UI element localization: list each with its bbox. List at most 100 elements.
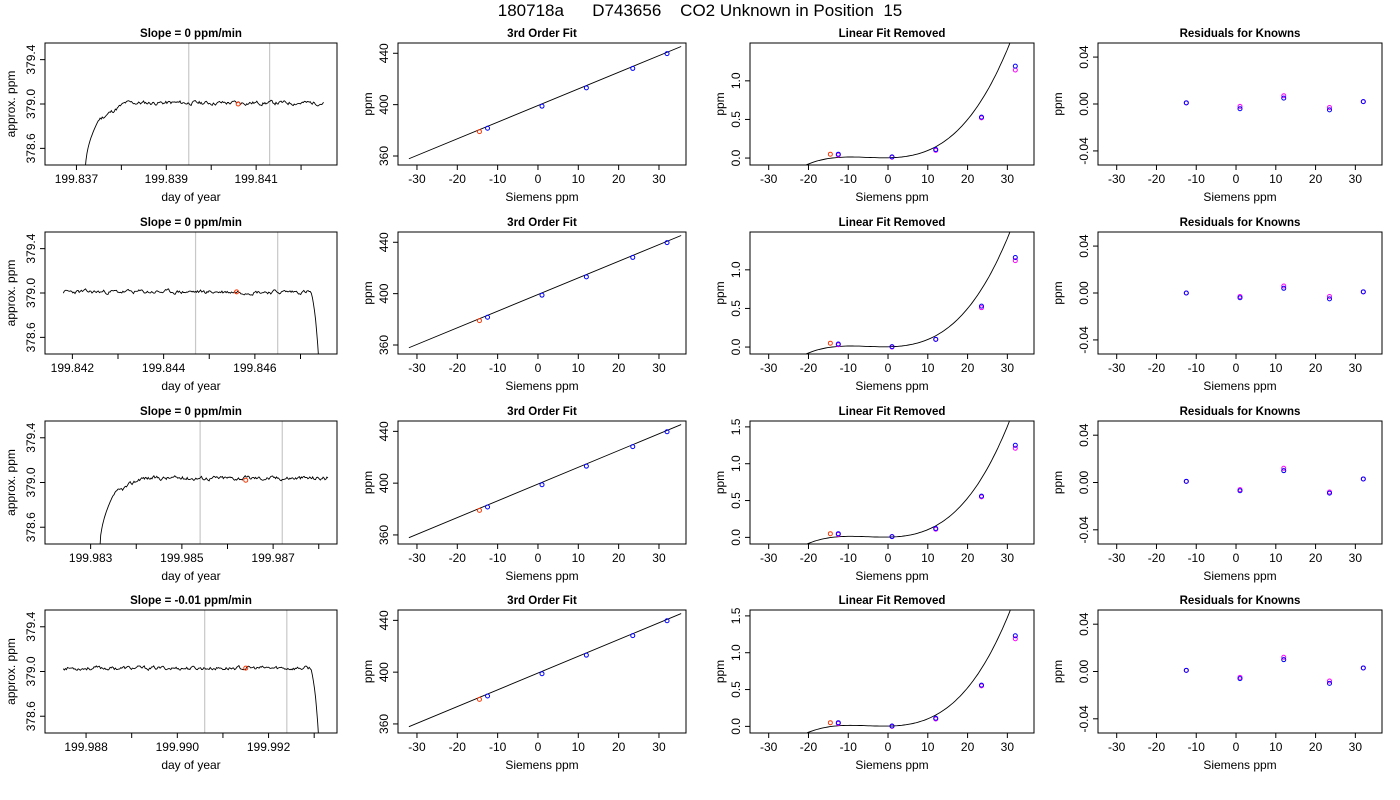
- y-tick-label: 379.4: [24, 611, 38, 641]
- known-point: [835, 341, 841, 347]
- residual-point: [1326, 680, 1332, 686]
- x-tick-label: 30: [1349, 551, 1363, 565]
- concentration-trace: [85, 99, 324, 165]
- panel-resid-row2: Residuals for Knowns Siemens ppm ppm -30 -20…: [1051, 217, 1383, 393]
- plot-frame: [1097, 42, 1383, 166]
- x-tick-label: -10: [1188, 172, 1206, 186]
- x-tick-label: 30: [1001, 172, 1015, 186]
- panel-resid-row1: Residuals for Knowns Siemens ppm ppm -30 -20…: [1051, 28, 1383, 204]
- panel-title: 3rd Order Fit: [507, 595, 577, 607]
- residual-point: [1360, 99, 1366, 105]
- x-tick-label: -10: [1188, 740, 1206, 754]
- known-point: [889, 154, 895, 160]
- y-tick-label: 1.0: [729, 261, 743, 278]
- unknown-point: [827, 531, 833, 537]
- panel-title: Linear Fit Removed: [839, 406, 946, 418]
- y-tick-label: 0.5: [729, 681, 743, 698]
- y-tick-label: 0.0: [729, 338, 743, 355]
- known-point: [1012, 258, 1018, 264]
- y-tick-label: 379.0: [24, 467, 38, 497]
- x-tick-label: 199.983: [69, 551, 113, 565]
- x-axis-label: Siemens ppm: [855, 569, 928, 583]
- y-tick-label: 1.5: [729, 607, 743, 624]
- y-tick-label: 379.0: [24, 278, 38, 308]
- known-point: [933, 336, 939, 342]
- y-tick-label: 0.0: [729, 529, 743, 546]
- x-tick-label: -30: [760, 551, 778, 565]
- x-tick-label: -30: [408, 361, 426, 375]
- panel-title: Linear Fit Removed: [839, 217, 946, 229]
- plot-area: [62, 232, 319, 354]
- x-axis-label: day of year: [161, 758, 220, 772]
- x-tick-label: 20: [961, 740, 975, 754]
- y-tick-label: -0.04: [1077, 516, 1091, 544]
- y-tick-label: 360: [377, 146, 391, 166]
- x-tick-label: 20: [1309, 740, 1323, 754]
- y-tick-label: 0.0: [729, 149, 743, 166]
- known-point: [889, 723, 895, 729]
- panel-linremoved-row4: Linear Fit Removed Siemens ppm ppm -30 -20 -1…: [713, 595, 1035, 772]
- y-axis-label: approx. ppm: [4, 260, 18, 327]
- x-tick-label: 199.988: [64, 740, 108, 754]
- panel-linremoved-row2: Linear Fit Removed Siemens ppm ppm -30 -20 -1…: [713, 217, 1035, 393]
- x-tick-label: -10: [840, 551, 858, 565]
- residual-point: [1237, 106, 1243, 112]
- plot-frame: [397, 420, 687, 545]
- x-tick-label: -10: [489, 740, 507, 754]
- concentration-trace: [62, 288, 319, 354]
- residual-point: [1237, 676, 1243, 682]
- y-tick-label: 400: [377, 473, 391, 493]
- known-point: [1012, 445, 1018, 451]
- x-tick-label: -30: [408, 740, 426, 754]
- x-tick-label: 10: [1269, 740, 1283, 754]
- x-tick-label: -20: [1148, 740, 1166, 754]
- y-axis-label: ppm: [1051, 281, 1065, 304]
- y-tick-label: 1.5: [729, 418, 743, 435]
- residual-point: [1281, 285, 1287, 291]
- known-point: [889, 344, 895, 350]
- plot-frame: [1097, 609, 1383, 734]
- x-tick-label: 10: [572, 740, 586, 754]
- plot-frame: [44, 231, 338, 355]
- x-tick-label: 199.987: [251, 551, 295, 565]
- x-tick-label: -10: [1188, 551, 1206, 565]
- y-axis-label: ppm: [361, 471, 375, 494]
- known-point: [630, 633, 636, 639]
- panel-title: 3rd Order Fit: [507, 406, 577, 418]
- x-tick-label: 20: [612, 361, 626, 375]
- x-tick-label: -20: [449, 172, 467, 186]
- residual-point: [1183, 667, 1189, 673]
- x-tick-label: 199.985: [160, 551, 204, 565]
- y-axis-label: approx. ppm: [4, 449, 18, 516]
- plot-area: [1183, 465, 1366, 496]
- known-point: [1012, 63, 1018, 69]
- x-tick-label: 30: [652, 172, 666, 186]
- panel-linremoved-row3: Linear Fit Removed Siemens ppm ppm -30 -20 -1…: [713, 406, 1035, 583]
- y-axis-label: ppm: [361, 92, 375, 115]
- residual-point: [1281, 283, 1287, 289]
- x-tick-label: -30: [760, 361, 778, 375]
- known-point: [630, 444, 636, 450]
- y-tick-label: 0.00: [1077, 92, 1091, 116]
- x-tick-label: 10: [921, 172, 935, 186]
- x-tick-label: 30: [652, 551, 666, 565]
- plot-frame: [1097, 420, 1383, 545]
- x-tick-label: 20: [1309, 172, 1323, 186]
- x-tick-label: -20: [449, 551, 467, 565]
- unknown-mean-marker: [235, 101, 241, 107]
- x-tick-label: 0: [1233, 172, 1240, 186]
- known-point: [1012, 633, 1018, 639]
- panel-title: Residuals for Knowns: [1180, 595, 1301, 607]
- y-tick-label: 360: [377, 714, 391, 734]
- x-tick-label: -20: [1148, 361, 1166, 375]
- y-axis-label: ppm: [713, 92, 727, 115]
- y-tick-label: 0.5: [729, 111, 743, 128]
- y-tick-label: -0.04: [1077, 326, 1091, 354]
- y-tick-label: 1.0: [729, 455, 743, 472]
- plot-frame: [1097, 231, 1383, 355]
- plot-area: [408, 235, 682, 349]
- x-tick-label: -30: [408, 172, 426, 186]
- x-axis-label: day of year: [161, 190, 220, 204]
- x-tick-label: 20: [961, 172, 975, 186]
- known-point: [664, 618, 670, 624]
